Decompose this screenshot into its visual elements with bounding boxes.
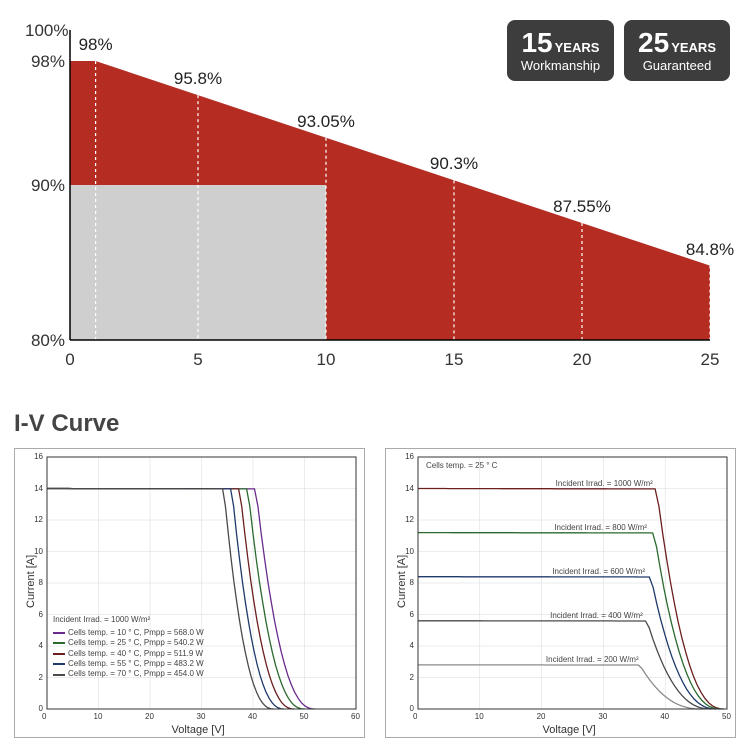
x-tick: 10	[475, 712, 484, 721]
degradation-label: 98%	[79, 35, 113, 55]
workmanship-badge: 15YEARS Workmanship	[507, 20, 614, 81]
guaranteed-badge: 25YEARS Guaranteed	[624, 20, 730, 81]
iv-curve-title: I-V Curve	[14, 410, 740, 438]
x-tick: 50	[300, 712, 309, 721]
x-axis-label: Voltage [V]	[172, 724, 225, 736]
x-tick: 10	[316, 350, 336, 370]
x-tick: 10	[94, 712, 103, 721]
x-tick: 30	[197, 712, 206, 721]
series-label: Incident Irrad. = 1000 W/m²	[556, 479, 653, 489]
y-tick: 100%	[25, 21, 65, 41]
degradation-label: 95.8%	[174, 69, 222, 89]
x-tick: 40	[248, 712, 257, 721]
warranty-badges: 15YEARS Workmanship 25YEARS Guaranteed	[507, 20, 730, 81]
y-tick: 8	[410, 578, 414, 587]
series-label: Incident Irrad. = 800 W/m²	[554, 523, 647, 533]
iv-chart-temperature: 01020304050600246810121416Voltage [V]Cur…	[14, 448, 365, 738]
x-tick: 25	[700, 350, 720, 370]
y-tick: 6	[410, 610, 414, 619]
y-tick: 80%	[25, 331, 65, 351]
y-tick: 8	[39, 578, 43, 587]
y-axis-label: Current [A]	[396, 555, 408, 608]
y-tick: 0	[410, 704, 414, 713]
x-tick: 20	[145, 712, 154, 721]
x-axis-label: Voltage [V]	[543, 724, 596, 736]
series-label: Incident Irrad. = 400 W/m²	[550, 611, 643, 621]
degradation-panel: 15YEARS Workmanship 25YEARS Guaranteed 8…	[10, 20, 740, 390]
x-tick: 20	[537, 712, 546, 721]
y-tick: 14	[34, 484, 43, 493]
x-tick: 15	[444, 350, 464, 370]
y-tick: 4	[39, 641, 43, 650]
iv-legend-title: Cells temp. = 25 ° C	[426, 461, 497, 471]
degradation-label: 84.8%	[686, 240, 734, 260]
y-tick: 0	[39, 704, 43, 713]
x-tick: 30	[598, 712, 607, 721]
x-tick: 20	[572, 350, 592, 370]
x-tick: 0	[60, 350, 80, 370]
iv-chart-irradiance: 010203040500246810121416Voltage [V]Curre…	[385, 448, 736, 738]
x-tick: 0	[413, 712, 417, 721]
iv-curve-row: 01020304050600246810121416Voltage [V]Cur…	[10, 448, 740, 738]
x-tick: 40	[660, 712, 669, 721]
y-tick: 16	[405, 452, 414, 461]
y-tick: 2	[39, 673, 43, 682]
degradation-label: 87.55%	[553, 197, 611, 217]
y-tick: 14	[405, 484, 414, 493]
y-tick: 12	[34, 515, 43, 524]
y-axis-label: Current [A]	[25, 555, 37, 608]
degradation-label: 90.3%	[430, 154, 478, 174]
x-tick: 50	[722, 712, 731, 721]
series-label: Incident Irrad. = 600 W/m²	[552, 567, 645, 577]
y-tick: 16	[34, 452, 43, 461]
y-tick: 12	[405, 515, 414, 524]
x-tick: 5	[188, 350, 208, 370]
y-tick: 6	[39, 610, 43, 619]
degradation-label: 93.05%	[297, 112, 355, 132]
y-tick: 90%	[25, 176, 65, 196]
series-label: Incident Irrad. = 200 W/m²	[546, 655, 639, 665]
y-tick: 4	[410, 641, 414, 650]
y-tick: 98%	[25, 52, 65, 72]
x-tick: 0	[42, 712, 46, 721]
iv-legend: Incident Irrad. = 1000 W/m²Cells temp. =…	[53, 615, 204, 680]
x-tick: 60	[351, 712, 360, 721]
y-tick: 2	[410, 673, 414, 682]
